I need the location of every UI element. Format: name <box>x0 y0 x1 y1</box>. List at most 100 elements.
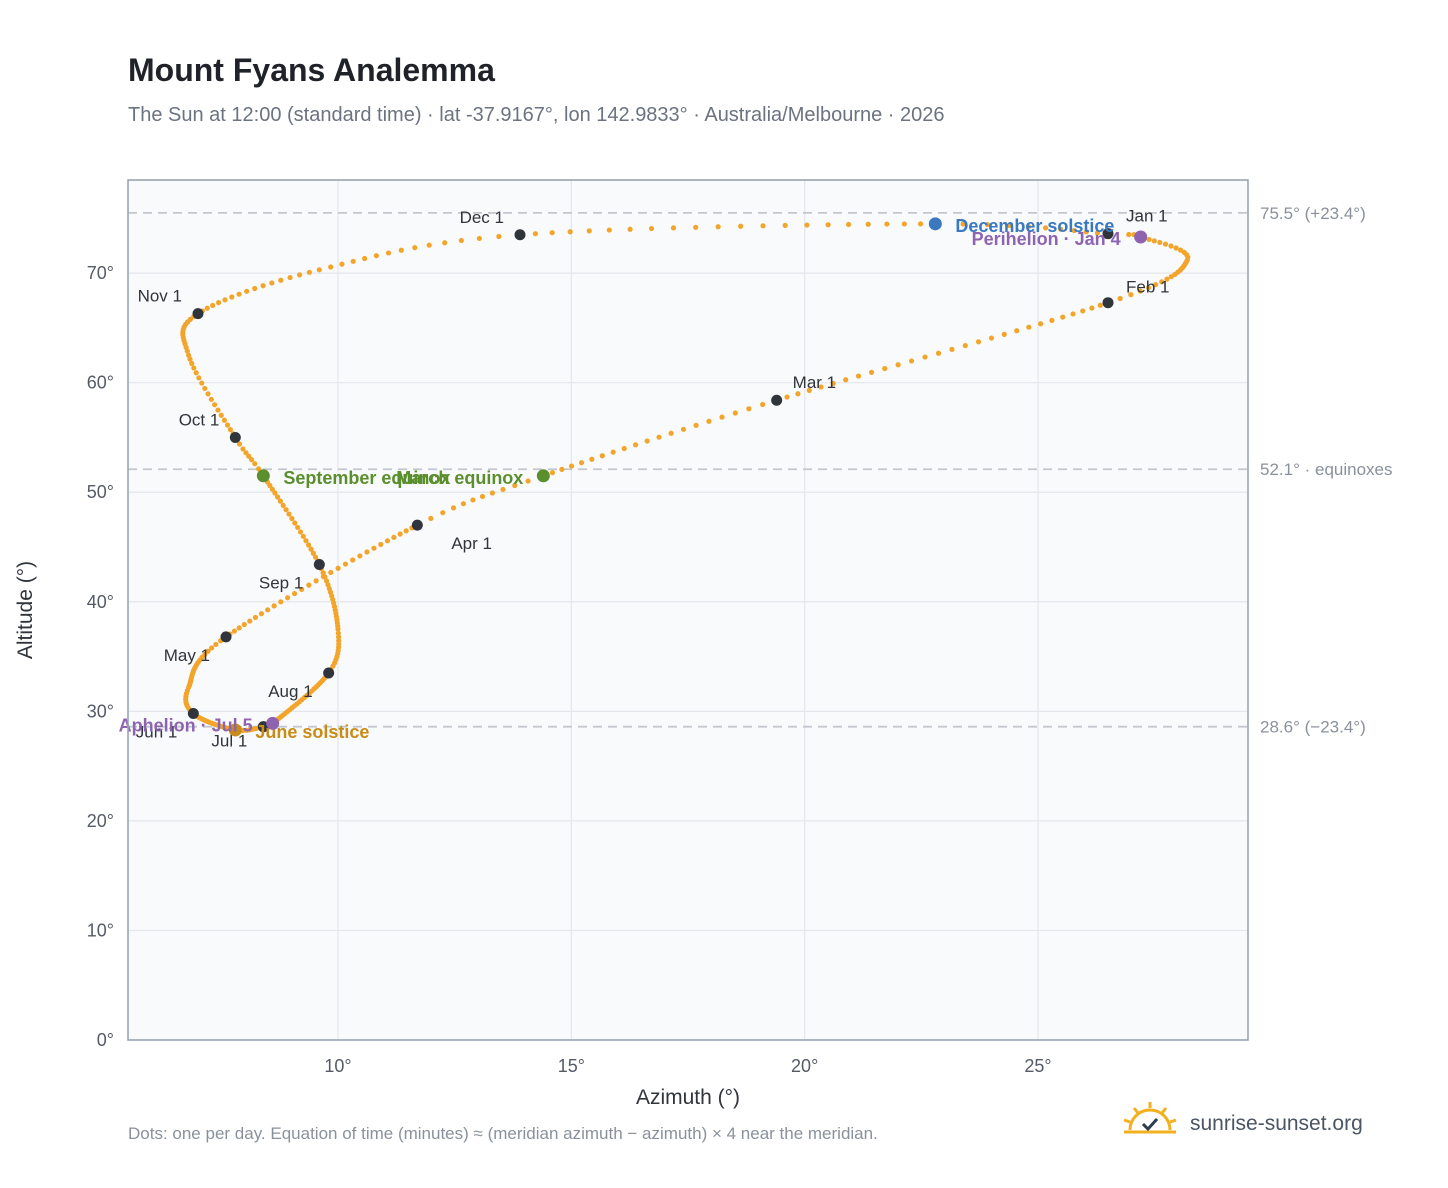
daily-dot <box>277 498 283 504</box>
daily-dot <box>693 224 699 230</box>
month-label: Mar 1 <box>793 373 836 392</box>
daily-dot <box>286 511 292 517</box>
daily-dot <box>283 507 289 513</box>
daily-dot <box>212 402 218 408</box>
daily-dot <box>357 553 363 559</box>
month-marker <box>187 708 199 720</box>
daily-dot <box>804 222 810 228</box>
daily-dot <box>299 586 305 592</box>
daily-dot <box>342 561 349 567</box>
event-marker <box>536 469 550 483</box>
daily-dot <box>364 549 370 555</box>
daily-dot <box>496 233 502 240</box>
daily-dot <box>606 227 612 233</box>
daily-dot <box>1159 279 1165 285</box>
daily-dot <box>882 365 888 372</box>
daily-dot <box>322 574 328 580</box>
event-marker <box>266 716 280 730</box>
daily-dot <box>1049 317 1055 323</box>
x-tick-label: 20° <box>791 1056 818 1076</box>
daily-dot <box>884 221 890 227</box>
daily-dot <box>1071 227 1077 234</box>
daily-dot <box>476 235 482 242</box>
x-tick-label: 10° <box>324 1056 351 1076</box>
month-marker <box>514 229 526 241</box>
event-label: June solstice <box>255 722 369 742</box>
daily-dot <box>280 502 286 508</box>
daily-dot <box>196 375 202 381</box>
daily-dot <box>568 463 575 469</box>
daily-dot <box>241 621 247 628</box>
daily-dot <box>428 515 434 521</box>
daily-dot <box>308 546 314 552</box>
daily-dot <box>908 358 915 364</box>
reference-line-label: 52.1° · equinoxes <box>1260 460 1393 479</box>
month-label: Sep 1 <box>259 574 303 593</box>
daily-dot <box>297 529 304 535</box>
daily-dot <box>489 490 495 496</box>
brand[interactable]: sunrise-sunset.org <box>1120 1100 1400 1150</box>
footnote: Dots: one per day. Equation of time (min… <box>128 1124 878 1143</box>
daily-dot <box>895 362 901 368</box>
daily-dot <box>1128 292 1134 298</box>
daily-dot <box>213 641 219 648</box>
daily-dot <box>818 384 824 390</box>
daily-dot <box>210 302 216 309</box>
month-marker <box>192 308 204 320</box>
daily-dot <box>795 391 801 397</box>
daily-dot <box>549 230 555 236</box>
daily-dot <box>328 264 334 270</box>
daily-dot <box>719 414 725 420</box>
event-label: Aphelion · Jul 5 <box>119 715 253 735</box>
daily-dot <box>305 542 312 548</box>
daily-dot <box>229 294 235 300</box>
daily-dot <box>806 387 812 394</box>
daily-dot <box>1162 241 1169 247</box>
y-tick-label: 20° <box>87 811 114 831</box>
daily-dot <box>962 342 968 349</box>
daily-dot <box>610 449 616 455</box>
y-axis-title: Altitude (°) <box>14 561 37 659</box>
month-marker <box>323 667 335 679</box>
daily-dot <box>960 221 966 227</box>
daily-dot <box>843 377 849 383</box>
month-label: Apr 1 <box>451 534 492 553</box>
month-label: Jan 1 <box>1126 207 1168 226</box>
daily-dot <box>1001 331 1007 337</box>
daily-dot <box>189 360 195 366</box>
daily-dot <box>1173 245 1179 251</box>
daily-dot <box>1060 314 1066 320</box>
daily-dot <box>1058 226 1064 232</box>
daily-dot <box>186 352 192 358</box>
daily-dot <box>252 461 258 467</box>
daily-dot <box>204 305 210 311</box>
daily-dot <box>460 501 467 507</box>
y-tick-label: 10° <box>87 920 114 940</box>
daily-dot <box>760 401 766 408</box>
daily-dot <box>323 578 330 584</box>
daily-dot <box>865 221 871 227</box>
daily-dot <box>252 614 259 621</box>
y-tick-label: 30° <box>87 701 114 721</box>
daily-dot <box>215 300 222 306</box>
event-label: Perihelion · Jan 4 <box>972 229 1121 249</box>
daily-dot <box>825 222 831 228</box>
month-marker <box>229 431 241 443</box>
daily-dot <box>1089 305 1095 311</box>
daily-dot <box>1145 285 1152 291</box>
daily-dot <box>274 494 281 500</box>
daily-dot <box>706 418 712 424</box>
daily-dot <box>300 533 306 539</box>
daily-dot <box>278 277 284 283</box>
daily-dot <box>269 280 275 286</box>
daily-dot <box>224 422 231 428</box>
daily-dot <box>297 272 303 278</box>
daily-dot <box>350 258 356 264</box>
daily-dot <box>243 450 249 456</box>
daily-dot <box>191 365 197 371</box>
y-tick-label: 0° <box>97 1030 114 1050</box>
daily-dot <box>373 253 379 259</box>
daily-dot <box>559 466 565 473</box>
chart-subtitle: The Sun at 12:00 (standard time) · lat -… <box>128 104 945 126</box>
daily-dot <box>312 554 319 560</box>
